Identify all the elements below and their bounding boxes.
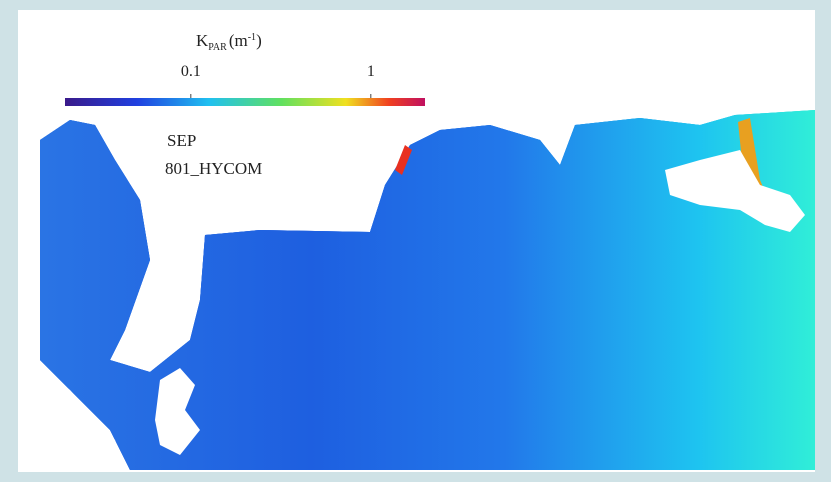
colorbar-tick-label: 0.1 — [181, 63, 201, 80]
colorbar-tick-label: 1 — [367, 63, 375, 80]
model-label: 801_HYCOM — [165, 159, 262, 178]
screenshot: KPAR(m-1) SEP 801_HYCOM 0.11 — [0, 0, 831, 482]
colorbar-scale — [65, 98, 425, 106]
month-label: SEP — [167, 131, 196, 150]
